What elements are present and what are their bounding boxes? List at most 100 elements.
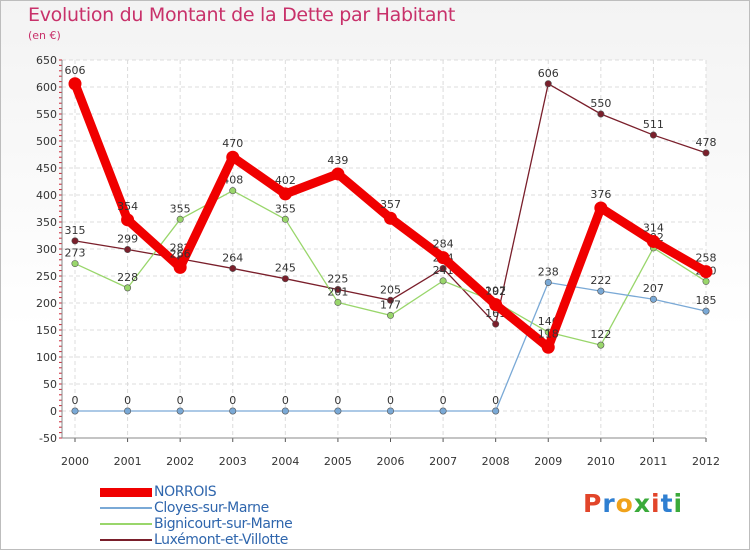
legend-swatch <box>100 523 152 525</box>
data-label: 266 <box>170 247 191 260</box>
y-tick-label: -50 <box>39 432 57 445</box>
data-point <box>702 307 710 315</box>
data-label: 225 <box>327 273 348 286</box>
data-label: 258 <box>696 252 717 265</box>
data-point <box>439 407 447 415</box>
data-label: 177 <box>380 298 401 311</box>
y-tick-label: 450 <box>36 162 57 175</box>
y-tick-label: 0 <box>50 405 57 418</box>
data-label: 0 <box>334 394 341 407</box>
data-point <box>121 213 135 227</box>
y-tick-label: 500 <box>36 135 57 148</box>
data-point <box>386 296 394 304</box>
data-point <box>649 295 657 303</box>
y-tick-label: 300 <box>36 243 57 256</box>
data-point <box>597 341 605 349</box>
data-point <box>176 215 184 223</box>
data-label: 284 <box>433 238 454 251</box>
data-label: 0 <box>124 394 131 407</box>
data-point <box>281 215 289 223</box>
chart-title: Evolution du Montant de la Dette par Hab… <box>28 4 456 26</box>
data-point <box>71 237 79 245</box>
data-label: 201 <box>327 285 348 298</box>
data-point <box>331 167 345 181</box>
data-label: 357 <box>380 198 401 211</box>
data-label: 550 <box>590 97 611 110</box>
x-tick-label: 2002 <box>166 455 194 468</box>
y-tick-label: 600 <box>36 81 57 94</box>
x-tick-label: 2008 <box>482 455 510 468</box>
data-point <box>334 285 342 293</box>
data-label: 315 <box>65 224 86 237</box>
x-tick-label: 2010 <box>587 455 615 468</box>
data-point <box>124 246 132 254</box>
data-point <box>386 311 394 319</box>
data-label: 314 <box>643 221 664 234</box>
x-tick-label: 2005 <box>324 455 352 468</box>
data-label: 470 <box>222 137 243 150</box>
logo-letter: o <box>615 489 634 518</box>
x-tick-label: 2006 <box>377 455 405 468</box>
y-tick-label: 250 <box>36 270 57 283</box>
y-tick-label: 200 <box>36 297 57 310</box>
data-label: 439 <box>327 154 348 167</box>
data-point <box>173 260 187 274</box>
data-point <box>597 287 605 295</box>
data-point <box>384 211 397 225</box>
data-label: 207 <box>643 282 664 295</box>
logo-letter: i <box>651 489 661 518</box>
data-point <box>229 187 237 195</box>
data-point <box>702 277 710 285</box>
data-label: 0 <box>492 394 499 407</box>
data-label: 122 <box>590 328 611 341</box>
data-label: 376 <box>590 188 611 201</box>
data-point <box>646 234 660 248</box>
y-tick-label: 550 <box>36 108 57 121</box>
data-label: 264 <box>222 251 243 264</box>
data-label: 355 <box>170 202 191 215</box>
data-point <box>439 277 447 285</box>
data-label: 0 <box>177 394 184 407</box>
data-label: 0 <box>72 394 79 407</box>
data-label: 511 <box>643 118 664 131</box>
x-tick-label: 2009 <box>534 455 562 468</box>
data-label: 606 <box>65 64 86 77</box>
x-tick-label: 2000 <box>61 455 89 468</box>
data-label: 0 <box>387 394 394 407</box>
y-tick-label: 150 <box>36 324 57 337</box>
data-point <box>124 284 132 292</box>
legend-label: Luxémont-et-Villotte <box>154 532 288 548</box>
legend-swatch <box>100 539 152 541</box>
data-point <box>544 278 552 286</box>
data-label: 355 <box>275 202 296 215</box>
data-label: 354 <box>117 200 138 213</box>
data-point <box>386 407 394 415</box>
y-tick-label: 400 <box>36 189 57 202</box>
data-label: 228 <box>117 271 138 284</box>
data-point <box>281 407 289 415</box>
data-point <box>278 187 292 201</box>
data-label: 0 <box>440 394 447 407</box>
data-point <box>71 407 79 415</box>
data-point <box>699 265 713 279</box>
data-point <box>334 298 342 306</box>
data-point <box>176 407 184 415</box>
data-point <box>436 251 450 265</box>
data-point <box>229 407 237 415</box>
x-tick-label: 2012 <box>692 455 720 468</box>
data-point <box>124 407 132 415</box>
x-tick-label: 2007 <box>429 455 457 468</box>
proxiti-logo: Proxiti <box>583 489 683 518</box>
x-tick-label: 2001 <box>114 455 142 468</box>
data-point <box>492 407 500 415</box>
data-label: 299 <box>117 233 138 246</box>
data-label: 0 <box>282 394 289 407</box>
legend-swatch <box>100 507 152 509</box>
data-label: 222 <box>590 274 611 287</box>
data-point <box>334 407 342 415</box>
data-label: 273 <box>65 247 86 260</box>
y-tick-label: 50 <box>43 378 57 391</box>
x-tick-label: 2004 <box>271 455 299 468</box>
data-point <box>544 80 552 88</box>
